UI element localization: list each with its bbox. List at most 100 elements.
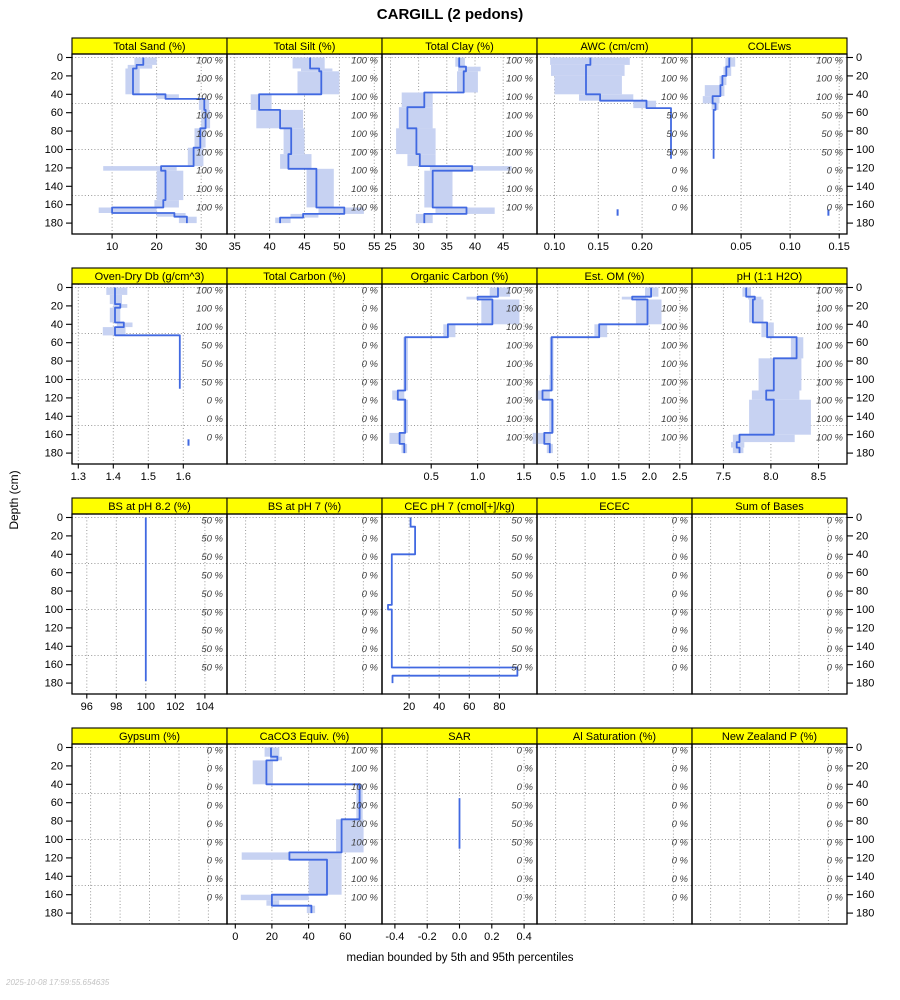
availability-label: 100 % [661,74,688,85]
x-tick-label: 0.0 [452,931,467,943]
x-tick-label: 40 [263,241,275,253]
strip-label: AWC (cm/cm) [580,41,648,53]
availability-label: 100 % [661,396,688,407]
median-line [396,287,499,454]
strip-label: ECEC [599,501,630,513]
depth-tick-label-left: 60 [51,797,63,809]
strip-label: CaCO3 Equiv. (%) [260,731,350,743]
availability-label: 100 % [506,433,533,444]
availability-label: 0 % [672,626,689,637]
depth-tick-label-right: 20 [856,530,868,542]
availability-label: 0 % [362,571,379,582]
panel-border [691,743,848,925]
percentile-band [732,447,744,454]
depth-tick-label-left: 40 [51,89,63,101]
x-tick-label: 104 [196,701,214,713]
availability-label: 100 % [506,359,533,370]
availability-label: 100 % [351,147,378,158]
strip-label: Total Carbon (%) [263,271,346,283]
availability-label: 100 % [661,341,688,352]
availability-label: 100 % [661,92,688,103]
x-tick-label: 20 [403,701,415,713]
median-line [406,57,474,224]
availability-label: 0 % [672,764,689,775]
availability-label: 100 % [351,782,378,793]
availability-label: 0 % [207,433,224,444]
strip-label: Sum of Bases [735,501,804,513]
availability-label: 0 % [362,341,379,352]
availability-label: 100 % [196,129,223,140]
x-tick-label: 1.5 [141,471,156,483]
availability-label: 100 % [506,74,533,85]
availability-label: 0 % [362,377,379,388]
availability-label: 50 % [511,801,533,812]
percentile-band [749,299,764,323]
availability-label: 100 % [816,414,843,425]
depth-tick-label-right: 160 [856,889,874,901]
panel-cec-ph7: CEC pH 7 (cmol[+]/kg) 50 % 50 % 50 % 50 % 50 … [381,497,538,713]
availability-label: 100 % [506,111,533,122]
depth-tick-label-right: 20 [856,760,868,772]
availability-label: 100 % [661,433,688,444]
availability-label: 50 % [201,607,223,618]
availability-label: 100 % [351,893,378,904]
percentile-band [633,100,657,109]
availability-label: 0 % [672,203,689,214]
panel-awc: AWC (cm/cm) 100 % 100 % 100 % 50 % 50 % 50 % 0 … [536,37,693,253]
depth-tick-label-right: 100 [856,834,874,846]
availability-label: 0 % [672,589,689,600]
percentile-band [240,894,309,901]
availability-label: 100 % [506,322,533,333]
availability-label: 0 % [672,515,689,526]
availability-label: 0 % [827,644,844,655]
availability-label: 50 % [666,111,688,122]
availability-label: 50 % [511,663,533,674]
depth-tick-label-right: 160 [856,659,874,671]
depth-tick-label-left: 20 [51,760,63,772]
x-tick-label: 1.0 [470,471,485,483]
x-tick-label: 100 [137,701,155,713]
availability-label: 0 % [207,801,224,812]
x-tick-label: 0.10 [544,241,565,253]
percentile-band [554,75,622,95]
strip-label: Oven-Dry Db (g/cm^3) [95,271,205,283]
percentile-band [579,94,634,101]
availability-label: 0 % [672,184,689,195]
depth-tick-label-left: 40 [51,779,63,791]
availability-label: 0 % [362,534,379,545]
x-tick-label: 1.6 [176,471,191,483]
x-tick-label: 7.5 [716,471,731,483]
availability-label: 0 % [827,552,844,563]
depth-tick-label-left: 80 [51,816,63,828]
availability-label: 100 % [351,129,378,140]
depth-tick-label-right: 100 [856,374,874,386]
availability-label: 0 % [827,515,844,526]
depth-tick-label-left: 120 [45,392,63,404]
x-tick-label: 1.4 [106,471,121,483]
depth-tick-label-left: 160 [45,199,63,211]
percentile-band [270,756,282,761]
availability-label: 50 % [201,515,223,526]
availability-label: 100 % [196,55,223,66]
percentile-band [297,71,340,95]
x-tick-label: 8.0 [763,471,778,483]
panel-sar: SAR 0 % 0 % 0 % 50 % 50 % 50 % 0 % 0 % 0 % -0.4 -0.… [381,727,538,943]
depth-tick-label-left: 100 [45,144,63,156]
panel-ecec: ECEC 0 % 0 % 0 % 0 % 0 % 0 % 0 % 0 % 0 % [536,497,693,695]
x-tick-label: 20 [266,931,278,943]
percentile-band [481,299,520,325]
percentile-band [466,296,492,300]
median-line [258,57,346,224]
availability-label: 100 % [816,359,843,370]
strip-label: pH (1:1 H2O) [737,271,802,283]
availability-label: 100 % [661,377,688,388]
percentile-band [280,154,312,169]
percentile-band [301,68,333,72]
x-tick-label: 0.15 [828,241,849,253]
availability-label: 50 % [511,819,533,830]
panel-border [691,513,848,695]
availability-label: 0 % [827,534,844,545]
availability-label: 100 % [506,285,533,296]
median-line [387,517,519,684]
x-tick-label: 2.5 [672,471,687,483]
